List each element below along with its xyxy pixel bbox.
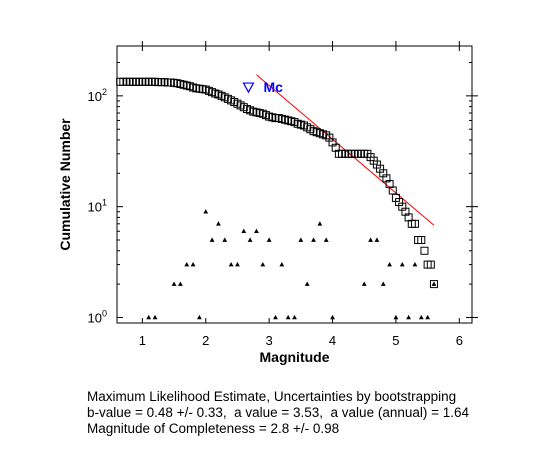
- cumulative-series: [116, 77, 438, 289]
- caption-line-1: Maximum Likelihood Estimate, Uncertainti…: [87, 389, 457, 404]
- noncumulative-point: [260, 261, 266, 267]
- x-tick-label: 1: [139, 333, 146, 348]
- cumulative-point: [420, 246, 429, 255]
- noncumulative-point: [247, 237, 253, 242]
- noncumulative-point: [406, 314, 412, 320]
- noncumulative-point: [374, 237, 380, 242]
- noncumulative-point: [171, 281, 177, 286]
- noncumulative-point: [216, 221, 221, 226]
- cumulative-point: [410, 219, 419, 228]
- noncumulative-point: [203, 209, 209, 214]
- x-tick-label: 6: [456, 333, 463, 348]
- noncumulative-point: [190, 261, 196, 267]
- x-tick-label: 5: [392, 333, 399, 348]
- caption-line-3: Magnitude of Completeness = 2.8 +/- 0.98: [87, 421, 340, 436]
- noncumulative-point: [197, 314, 202, 320]
- noncumulative-point: [254, 228, 259, 234]
- noncumulative-point: [380, 281, 386, 286]
- x-tick-label: 2: [202, 333, 209, 348]
- cumulative-point: [426, 260, 435, 269]
- noncumulative-point: [361, 281, 367, 286]
- y-axis-label: Cumulative Number: [57, 118, 73, 251]
- noncumulative-point: [279, 261, 285, 267]
- noncumulative-point: [368, 237, 373, 242]
- mc-label: Mc: [263, 79, 283, 95]
- noncumulative-point: [222, 237, 228, 242]
- y-tick-label: 100: [88, 308, 107, 325]
- x-tick-label: 3: [266, 333, 273, 348]
- noncumulative-point: [146, 314, 152, 320]
- noncumulative-point: [177, 281, 183, 286]
- noncumulative-point: [152, 314, 158, 320]
- noncumulative-point: [292, 314, 297, 320]
- y-tick-label: 101: [88, 198, 107, 215]
- noncumulative-point: [228, 261, 234, 267]
- mc-annotation: Mc: [242, 79, 283, 95]
- noncumulative-point: [393, 314, 399, 320]
- noncumulative-point: [304, 281, 310, 286]
- noncumulative-point: [298, 237, 304, 242]
- noncumulative-point: [387, 261, 392, 267]
- noncumulative-point: [209, 237, 215, 242]
- noncumulative-point: [311, 237, 316, 242]
- x-tick-label: 4: [329, 333, 336, 348]
- y-tick-label: 102: [88, 87, 107, 104]
- mc-marker: [242, 82, 255, 94]
- noncumulative-point: [266, 237, 272, 242]
- noncumulative-point: [425, 314, 431, 320]
- x-tick-labels: 1 2 3 4 5 6: [139, 333, 463, 348]
- noncumulative-series: [146, 209, 437, 320]
- noncumulative-point: [323, 237, 329, 242]
- noncumulative-point: [418, 314, 424, 320]
- noncumulative-point: [412, 261, 418, 267]
- noncumulative-point: [399, 261, 405, 267]
- noncumulative-point: [330, 314, 335, 320]
- y-tick-labels: 100 101 102: [88, 87, 107, 326]
- noncumulative-point: [235, 261, 240, 267]
- noncumulative-point: [285, 314, 291, 320]
- noncumulative-point: [273, 314, 278, 320]
- noncumulative-point: [431, 281, 437, 286]
- noncumulative-point: [241, 228, 247, 234]
- plot-frame: [116, 45, 473, 324]
- cumulative-point: [417, 236, 426, 245]
- noncumulative-point: [317, 221, 323, 226]
- caption-line-2: b-value = 0.48 +/- 0.33, a value = 3.53,…: [87, 405, 470, 420]
- cumulative-point: [429, 280, 438, 289]
- x-axis-label: Magnitude: [260, 349, 330, 365]
- noncumulative-point: [184, 261, 190, 267]
